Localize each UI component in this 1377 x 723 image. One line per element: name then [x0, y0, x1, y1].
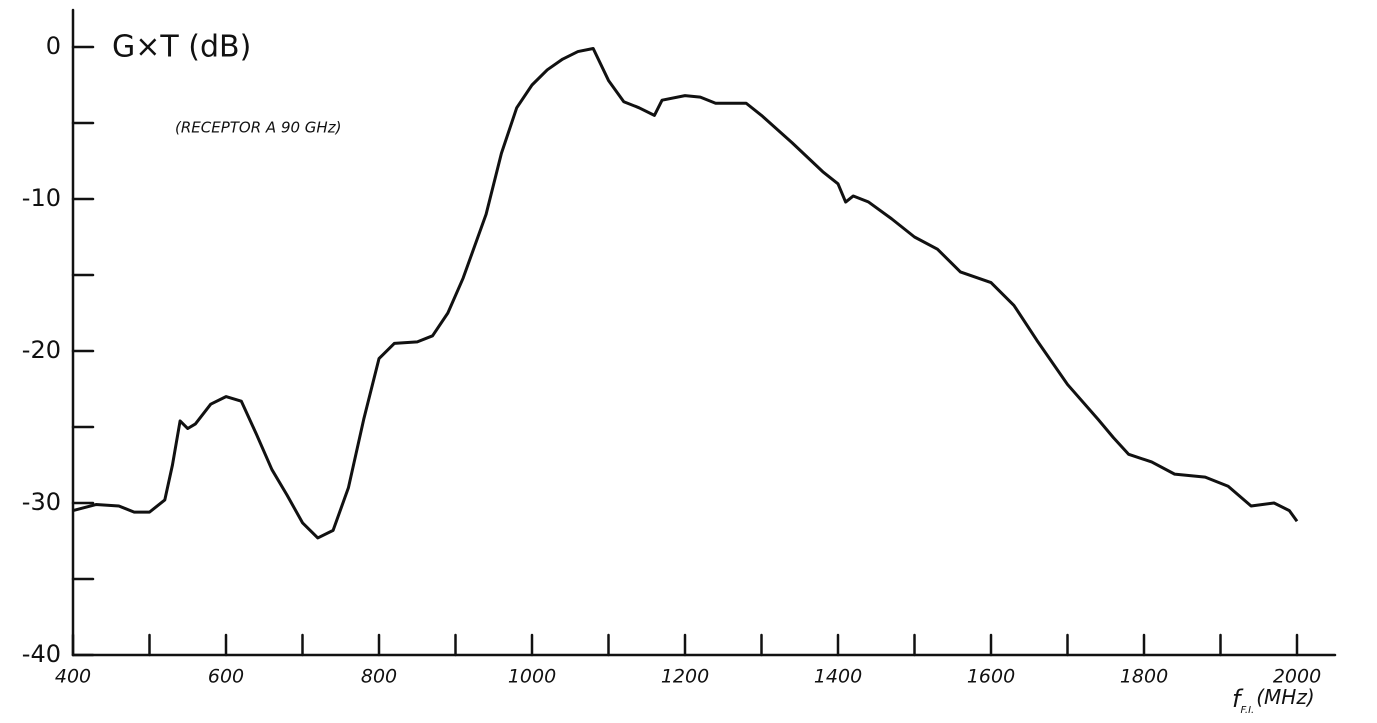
x-tick-label: 1000 [508, 666, 556, 688]
annotation: (RECEPTOR A 90 GHz) [175, 119, 341, 137]
x-label-unit: (MHz) [1256, 685, 1314, 709]
line-series [72, 47, 1299, 540]
x-label-subscript: F.I. [1240, 705, 1254, 716]
y-tick-label: -20 [22, 336, 61, 364]
y-tick-label: -10 [22, 184, 61, 212]
y-tick-label: -30 [22, 488, 61, 516]
chart-title: G×T (dB) [112, 30, 251, 65]
x-tick-label: 400 [55, 666, 91, 688]
x-tick-label: 1200 [661, 666, 709, 688]
x-tick-label: 1600 [967, 666, 1015, 688]
y-tick-label: -40 [22, 640, 61, 668]
x-tick-label: 800 [361, 666, 397, 688]
y-tick-label: 0 [46, 32, 61, 60]
x-tick-label: 1400 [814, 666, 862, 688]
x-tick-label: 600 [208, 666, 244, 688]
x-tick-label: 1800 [1120, 666, 1168, 688]
x-axis-label: fF.I.(MHz) [1232, 685, 1315, 717]
x-tick-label: 2000 [1273, 666, 1321, 688]
